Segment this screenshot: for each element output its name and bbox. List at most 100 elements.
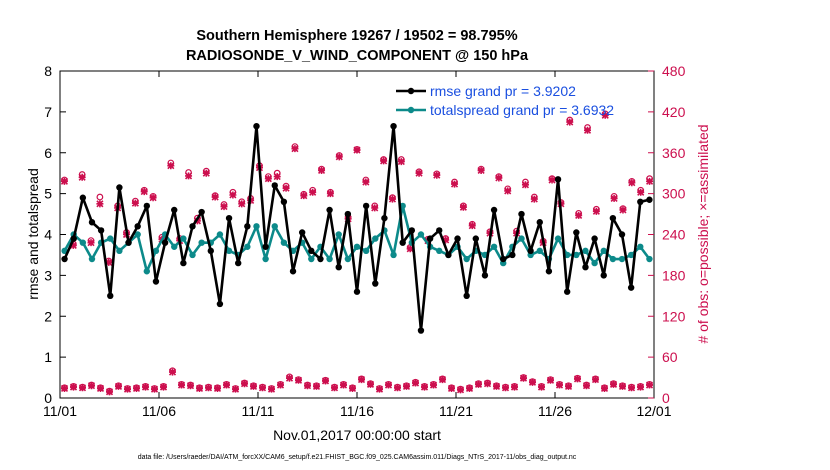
obs-assimilated-marker (96, 384, 105, 393)
y-axis-label-left: rmse and totalspread (25, 168, 41, 300)
x-axis-label: Nov.01,2017 00:00:00 start (273, 427, 441, 443)
obs-assimilated-marker (592, 207, 600, 215)
rmse-marker (125, 239, 132, 246)
obs-assimilated-marker (60, 177, 68, 185)
obs-assimilated-marker (264, 175, 272, 183)
obs-assimilated-marker (282, 184, 290, 192)
obs-assimilated-marker (384, 381, 393, 389)
obs-assimilated-marker (150, 385, 159, 393)
rmse-marker (97, 227, 105, 234)
obs-assimilated-marker (420, 383, 429, 391)
obs-assimilated-marker (317, 166, 326, 175)
obs-assimilated-marker (78, 384, 87, 392)
obs-assimilated-marker (495, 174, 503, 182)
obs-assimilated-marker (273, 173, 281, 181)
obs-assimilated-marker (366, 380, 375, 388)
y-tick-label: 0 (44, 390, 52, 406)
totalspread-marker (536, 247, 543, 255)
obs-assimilated-marker (628, 179, 636, 187)
obs-assimilated-marker (220, 203, 228, 211)
rmse-marker (445, 251, 452, 259)
obs-assimilated-marker (537, 383, 546, 391)
obs-assimilated-marker (69, 383, 78, 391)
obs-assimilated-marker (388, 195, 397, 203)
rmse-marker (353, 288, 361, 295)
obs-assimilated-marker (312, 382, 321, 390)
totalspread-marker (198, 239, 205, 246)
totalspread-marker (518, 235, 525, 242)
obs-assimilated-marker (546, 376, 555, 384)
totalspread-marker (463, 255, 470, 263)
obs-assimilated-marker (309, 188, 317, 196)
obs-assimilated-marker (229, 191, 237, 199)
y-right-tick-label: 300 (662, 186, 686, 202)
rmse-marker (627, 284, 635, 291)
rmse-marker (70, 235, 77, 242)
obs-assimilated-marker (294, 376, 303, 384)
rmse-marker (344, 210, 352, 218)
obs-assimilated-marker (357, 376, 366, 384)
rmse-marker (225, 214, 233, 222)
obs-assimilated-marker (300, 192, 308, 200)
obs-assimilated-marker (575, 211, 583, 219)
obs-assimilated-marker (141, 383, 150, 391)
y-tick-label: 8 (44, 63, 52, 79)
obs-possible-marker (96, 193, 104, 201)
rmse-marker (637, 198, 644, 205)
obs-assimilated-marker (276, 381, 285, 389)
obs-assimilated-marker (564, 382, 573, 390)
obs-assimilated-marker (566, 118, 574, 126)
rmse-marker (436, 227, 443, 234)
totalspread-marker (116, 247, 123, 255)
totalspread-marker (308, 255, 315, 263)
obs-assimilated-marker (96, 200, 104, 208)
rmse-marker (143, 202, 151, 210)
rmse-marker (289, 268, 297, 275)
obs-assimilated-marker (483, 380, 492, 388)
obs-assimilated-marker (380, 157, 388, 165)
rmse-marker (280, 198, 288, 205)
obs-assimilated-marker (528, 378, 537, 386)
obs-assimilated-marker (303, 382, 312, 390)
y-tick-label: 5 (44, 186, 52, 202)
totalspread-marker (582, 247, 589, 255)
obs-assimilated-marker (105, 258, 113, 266)
rmse-marker (262, 243, 269, 250)
totalspread-marker (107, 235, 114, 242)
legend-spread-label: totalspread grand pr = 3.6932 (430, 102, 614, 118)
y-right-tick-label: 240 (662, 227, 686, 243)
totalspread-marker (88, 255, 96, 263)
rmse-marker (152, 278, 160, 285)
totalspread-marker (372, 235, 379, 242)
obs-assimilated-marker (510, 383, 519, 391)
obs-assimilated-marker (397, 158, 405, 166)
rmse-marker (399, 239, 406, 246)
obs-assimilated-marker (573, 375, 582, 383)
totalspread-marker (573, 251, 580, 259)
x-tick-label: 11/11 (242, 403, 275, 419)
x-tick-label: 11/21 (439, 403, 473, 419)
obs-assimilated-marker (87, 239, 95, 247)
totalspread-marker (134, 231, 141, 238)
obs-assimilated-marker (450, 180, 459, 188)
obs-assimilated-marker (159, 383, 168, 391)
rmse-marker (408, 227, 416, 234)
y-tick-label: 2 (44, 308, 52, 324)
rmse-marker (244, 223, 251, 230)
rmse-marker (198, 208, 205, 216)
rmse-marker (79, 194, 87, 201)
obs-assimilated-marker (222, 381, 231, 389)
totalspread-marker (554, 235, 562, 242)
totalspread-marker (79, 239, 87, 246)
obs-assimilated-marker (60, 384, 69, 393)
obs-assimilated-marker (555, 381, 564, 389)
obs-assimilated-marker (149, 194, 157, 202)
obs-assimilated-marker (105, 388, 114, 396)
obs-assimilated-marker (69, 241, 77, 249)
y-right-tick-label: 180 (662, 267, 686, 283)
obs-assimilated-marker (249, 382, 258, 390)
obs-assimilated-marker (591, 376, 600, 384)
chart-title-line2: RADIOSONDE_V_WIND_COMPONENT @ 150 hPa (186, 48, 529, 64)
totalspread-marker (600, 247, 607, 255)
